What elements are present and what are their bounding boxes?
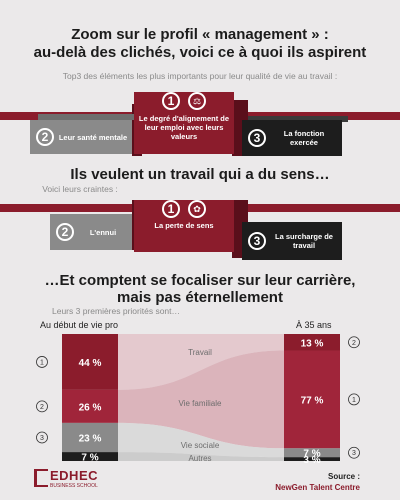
podium-label: La surcharge de travail: [275, 232, 333, 250]
section1-title-line1: Zoom sur le profil « management » :: [71, 26, 329, 43]
brain-icon: ✿: [188, 200, 206, 218]
left-value-label: 7 %: [81, 453, 98, 464]
left-value-label: 26 %: [79, 402, 102, 413]
right-value-label: 3 %: [303, 455, 320, 465]
source-label: Source :: [327, 472, 360, 481]
right-rank-number: 2: [352, 340, 356, 347]
podium-label: L'ennui: [89, 227, 117, 237]
right-rank-icon: [348, 336, 360, 349]
band-name-label: Travail: [188, 348, 212, 357]
podium-label: La perte de sens: [154, 221, 214, 230]
podium-step-2: 2 L'ennui: [50, 214, 132, 250]
rank-2-icon: 2: [56, 223, 74, 241]
podium-top-shade: [38, 114, 138, 120]
left-rank-number: 3: [40, 435, 44, 442]
podium-step-2: 2 Leur santé mentale: [30, 120, 132, 154]
scales-icon: ⚖: [188, 92, 206, 110]
right-bar-segment: [284, 350, 340, 449]
left-rank-number: 2: [40, 404, 44, 411]
left-rank-icon: [36, 356, 48, 368]
rank-1-icon: 1: [162, 92, 180, 110]
right-column-header: À 35 ans: [296, 320, 332, 330]
right-rank-icon: [348, 393, 360, 406]
podium-label: Leur santé mentale: [58, 132, 128, 142]
podium-label: La fonction exercée: [283, 129, 325, 147]
rank-3-icon: 3: [248, 129, 266, 147]
edhec-logo: EDHEC BUSINESS SCHOOL: [34, 468, 98, 494]
section3-subtitle: Leurs 3 premières priorités sont…: [51, 306, 181, 316]
left-rank-number: 1: [40, 359, 44, 366]
section3-title-line2: mais pas éternellement: [117, 289, 283, 306]
podium-step-1: 1 ✿ La perte de sens: [134, 200, 234, 252]
logo-mark-icon: [34, 469, 48, 487]
flow-band-vie-familiale: [118, 350, 284, 449]
section1-subtitle: Top3 des éléments les plus importants po…: [62, 71, 338, 81]
right-value-label: 77 %: [301, 395, 324, 406]
podium-step-3: 3 La fonction exercée: [242, 120, 342, 156]
rank-3-icon: 3: [248, 232, 266, 250]
flow-band-autres: [118, 452, 284, 461]
right-value-label: 13 %: [301, 338, 324, 349]
left-rank-icon: [36, 431, 48, 444]
right-bar-segment: [284, 457, 340, 461]
left-bar-segment: [62, 389, 118, 423]
left-value-label: 23 %: [79, 434, 102, 445]
rank-2-icon: 2: [36, 128, 54, 146]
right-rank-number: 3: [352, 450, 356, 457]
logo-subtext: BUSINESS SCHOOL: [50, 483, 98, 489]
right-value-label: 7 %: [303, 449, 320, 460]
band-name-label: Autres: [188, 454, 211, 463]
left-bar-segment: [62, 334, 118, 390]
section2-title: Ils veulent un travail qui a du sens…: [70, 166, 330, 183]
right-rank-number: 1: [352, 397, 356, 404]
section2-subtitle: Voici leurs craintes :: [42, 184, 118, 194]
podium-top-shade: [248, 116, 348, 122]
left-rank-icon: [36, 400, 48, 413]
left-column-header: Au début de vie pro: [40, 320, 119, 330]
left-bar-segment: [62, 452, 118, 461]
source-name: NewGen Talent Centre: [275, 483, 360, 492]
right-rank-icon: [348, 446, 360, 459]
logo-text: EDHEC: [50, 468, 99, 483]
right-bar-segment: [284, 334, 340, 351]
left-bar-segment: [62, 422, 118, 453]
left-value-label: 44 %: [79, 358, 102, 369]
podium-step-3: 3 La surcharge de travail: [242, 222, 342, 260]
band-name-label: Vie familiale: [179, 399, 223, 408]
podium-label: Le degré d'alignement de leur emploi ave…: [138, 114, 230, 141]
flow-band-travail: [118, 334, 284, 390]
band-name-label: Vie sociale: [181, 441, 220, 450]
rank-1-icon: 1: [162, 200, 180, 218]
flow-band-vie-sociale: [118, 422, 284, 458]
section1-title-line2: au-delà des clichés, voici ce à quoi ils…: [33, 44, 367, 61]
right-bar-segment: [284, 448, 340, 458]
podium-step-1: 1 ⚖ Le degré d'alignement de leur emploi…: [134, 92, 234, 154]
section3-title-line1: …Et comptent se focaliser sur leur carri…: [44, 272, 356, 289]
